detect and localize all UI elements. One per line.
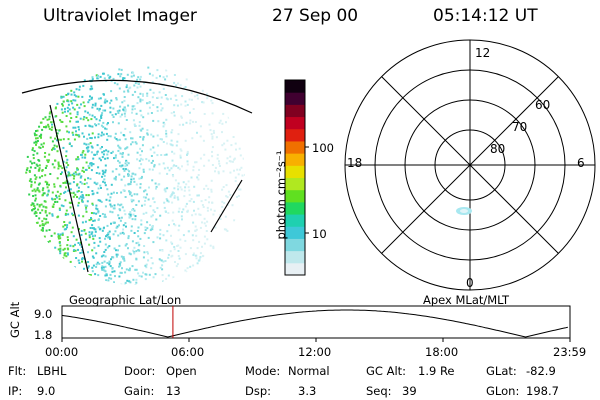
glon-value: 198.7	[526, 384, 559, 398]
mlt-label-12: 12	[475, 46, 491, 60]
mode-label: Mode:	[245, 364, 281, 378]
colorbar-tick-100: 100	[312, 141, 334, 155]
seq-value: 39	[402, 384, 417, 398]
flt-label: Flt:	[8, 364, 27, 378]
mlt-label-6: 6	[577, 156, 585, 170]
time-label: 05:14:12 UT	[433, 6, 538, 26]
orbit-right-title: Apex MLat/MLT	[423, 293, 510, 307]
glat-value: -82.9	[526, 364, 556, 378]
orbit-xtick-3: 18:00	[425, 345, 459, 359]
dsp-value: 3.3	[298, 384, 317, 398]
orbit-xtick-4: 23:59	[553, 345, 587, 359]
glon-label: GLon:	[486, 384, 520, 398]
date-label: 27 Sep 00	[272, 6, 359, 26]
orbit-xtick-1: 06:00	[171, 345, 205, 359]
gain-value: 13	[166, 384, 181, 398]
orbit-xtick-0: 00:00	[45, 345, 79, 359]
orbit-ytick-top: 9.0	[34, 307, 53, 321]
mode-value: Normal	[288, 364, 330, 378]
lat-label-60: 60	[535, 98, 551, 112]
mlt-label-18: 18	[347, 156, 363, 170]
orbit-left-title: Geographic Lat/Lon	[69, 293, 182, 307]
gcalt-label: GC Alt:	[366, 364, 407, 378]
door-label: Door:	[124, 364, 156, 378]
lat-label-80: 80	[490, 142, 506, 156]
gain-label: Gain:	[124, 384, 155, 398]
door-value: Open	[166, 364, 197, 378]
mlt-label-0: 0	[466, 276, 474, 290]
flt-value: LBHL	[37, 364, 67, 378]
lat-label-70: 70	[512, 120, 528, 134]
gcalt-value: 1.9 Re	[418, 364, 455, 378]
limb-arc	[21, 79, 253, 114]
orbit-ytick-bottom: 1.8	[34, 328, 53, 342]
colorbar-tick-10: 10	[312, 227, 327, 241]
orbit-axis-label: GC Alt	[8, 301, 22, 338]
meridian-line	[49, 104, 89, 273]
ip-value: 9.0	[37, 384, 56, 398]
seq-label: Seq:	[366, 384, 392, 398]
terminator-line	[210, 179, 243, 233]
glat-label: GLat:	[486, 364, 517, 378]
orbit-xtick-2: 12:00	[298, 345, 332, 359]
instrument-title: Ultraviolet Imager	[43, 6, 197, 26]
ip-label: IP:	[8, 384, 23, 398]
dsp-label: Dsp:	[245, 384, 272, 398]
